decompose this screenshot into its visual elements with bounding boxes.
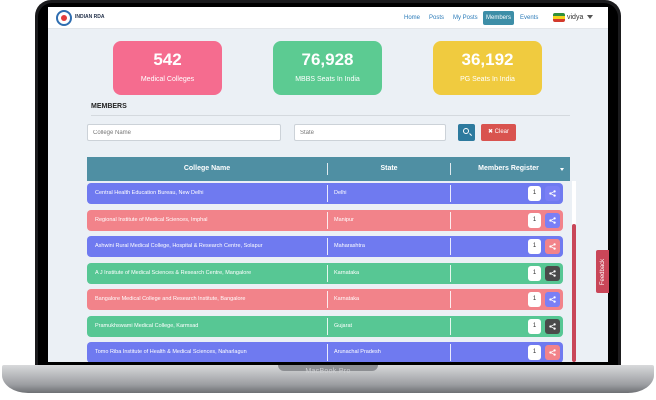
divider bbox=[91, 115, 570, 116]
header-state[interactable]: State bbox=[380, 165, 398, 172]
nav-members[interactable]: Members bbox=[483, 11, 515, 25]
member-count-badge[interactable]: 1 bbox=[528, 239, 541, 254]
table-row[interactable]: Ashwini Rural Medical College, Hospital … bbox=[87, 236, 563, 257]
device-label: MacBook Pro bbox=[305, 368, 351, 375]
header-divider bbox=[450, 163, 451, 175]
cell-divider bbox=[327, 238, 328, 255]
table-row[interactable]: Central Health Education Bureau, New Del… bbox=[87, 183, 563, 204]
stat-label: MBBS Seats In India bbox=[295, 76, 360, 83]
logo-icon[interactable] bbox=[56, 10, 72, 26]
college-name-cell: A J Institute of Medical Sciences & Rese… bbox=[95, 269, 252, 276]
cell-divider bbox=[327, 264, 328, 282]
chevron-down-icon[interactable] bbox=[587, 15, 593, 19]
cell-divider bbox=[327, 185, 328, 202]
share-button[interactable] bbox=[545, 265, 560, 281]
share-icon bbox=[549, 190, 556, 197]
share-button[interactable] bbox=[545, 345, 560, 360]
nav-posts[interactable]: Posts bbox=[429, 15, 445, 21]
logo-text[interactable]: INDIAN RDA bbox=[75, 14, 105, 20]
table-row[interactable]: Pramukhswami Medical College, Karmsad Guj… bbox=[87, 315, 563, 337]
header-divider bbox=[327, 163, 328, 175]
sort-caret-icon[interactable] bbox=[560, 168, 564, 171]
cell-divider bbox=[450, 291, 451, 308]
scrollbar-thumb[interactable] bbox=[572, 224, 576, 362]
share-icon bbox=[549, 243, 556, 250]
clear-button[interactable]: ✖ Clear bbox=[481, 124, 516, 141]
cell-divider bbox=[450, 238, 451, 255]
stat-label: PG Seats In India bbox=[460, 76, 515, 83]
state-input[interactable] bbox=[294, 124, 446, 141]
state-cell: Delhi bbox=[334, 190, 347, 196]
cell-divider bbox=[327, 211, 328, 229]
share-button[interactable] bbox=[545, 292, 560, 307]
college-name-cell: Central Health Education Bureau, New Del… bbox=[95, 190, 204, 196]
cell-divider bbox=[327, 344, 328, 361]
college-name-cell: Tomo Riba Institute of Health & Medical … bbox=[95, 349, 247, 355]
share-icon bbox=[549, 216, 556, 224]
college-name-cell: Ashwini Rural Medical College, Hospital … bbox=[95, 243, 263, 249]
college-name-cell: Regional Institute of Medical Sciences, … bbox=[95, 216, 208, 223]
close-icon: ✖ bbox=[487, 129, 493, 135]
stat-number: 76,928 bbox=[301, 50, 354, 69]
member-count-badge[interactable]: 1 bbox=[528, 186, 541, 201]
search-button[interactable] bbox=[458, 124, 475, 141]
share-icon bbox=[549, 269, 556, 277]
user-avatar[interactable] bbox=[553, 13, 565, 22]
member-count-badge[interactable]: 1 bbox=[528, 292, 541, 307]
share-icon bbox=[549, 322, 556, 330]
screen: INDIAN RDA Home Posts My Posts Members E… bbox=[48, 7, 608, 362]
college-name-cell: Pramukhswami Medical College, Karmsad bbox=[95, 322, 199, 329]
member-count-badge[interactable]: 1 bbox=[528, 318, 541, 334]
header-college-name[interactable]: College Name bbox=[183, 165, 231, 172]
table-header: College Name State Members Register bbox=[87, 157, 570, 181]
cell-divider bbox=[327, 291, 328, 308]
cell-divider bbox=[450, 317, 451, 335]
share-icon bbox=[549, 349, 556, 356]
share-icon bbox=[549, 296, 556, 303]
nav-my-posts[interactable]: My Posts bbox=[453, 15, 478, 21]
laptop-notch bbox=[278, 365, 378, 371]
cell-divider bbox=[450, 344, 451, 361]
nav-events[interactable]: Events bbox=[520, 15, 539, 21]
stat-card-colleges: 542 Medical Colleges bbox=[113, 41, 222, 95]
state-cell: Manipur bbox=[334, 216, 354, 223]
state-cell: Maharashtra bbox=[334, 243, 365, 249]
stat-card-pg: 36,192 PG Seats In India bbox=[433, 41, 542, 95]
cell-divider bbox=[450, 185, 451, 202]
share-button[interactable] bbox=[545, 318, 560, 334]
cell-divider bbox=[450, 264, 451, 282]
share-button[interactable] bbox=[545, 212, 560, 228]
feedback-tab[interactable]: Feedback bbox=[596, 250, 609, 293]
top-navbar: INDIAN RDA Home Posts My Posts Members E… bbox=[48, 7, 608, 29]
member-count-badge[interactable]: 1 bbox=[528, 265, 541, 281]
cell-divider bbox=[327, 317, 328, 335]
table-row[interactable]: Tomo Riba Institute of Health & Medical … bbox=[87, 342, 563, 362]
state-cell: Gujarat bbox=[334, 322, 353, 329]
nav-home[interactable]: Home bbox=[404, 15, 421, 21]
college-name-cell: Bangalore Medical College and Research I… bbox=[95, 296, 246, 302]
state-cell: Karnataka bbox=[334, 296, 360, 302]
cell-divider bbox=[450, 211, 451, 229]
state-cell: Karnataka bbox=[334, 269, 360, 276]
member-count-badge[interactable]: 1 bbox=[528, 345, 541, 360]
search-icon bbox=[463, 128, 469, 134]
share-button[interactable] bbox=[545, 239, 560, 254]
table-row[interactable]: Bangalore Medical College and Research I… bbox=[87, 289, 563, 310]
share-button[interactable] bbox=[545, 186, 560, 201]
member-count-badge[interactable]: 1 bbox=[528, 212, 541, 228]
table-row[interactable]: Regional Institute of Medical Sciences, … bbox=[87, 209, 563, 231]
stat-label: Medical Colleges bbox=[140, 76, 195, 83]
table-row[interactable]: A J Institute of Medical Sciences & Rese… bbox=[87, 262, 563, 284]
stat-number: 542 bbox=[153, 50, 182, 69]
stat-number: 36,192 bbox=[461, 50, 514, 69]
college-name-input[interactable] bbox=[87, 124, 281, 141]
feedback-label: Feedback bbox=[599, 258, 606, 285]
state-cell: Arunachal Pradesh bbox=[334, 349, 381, 355]
clear-label: Clear bbox=[494, 129, 510, 135]
header-members-register[interactable]: Members Register bbox=[478, 165, 539, 172]
section-title: MEMBERS bbox=[91, 103, 127, 110]
user-name[interactable]: vidya bbox=[567, 14, 584, 21]
stat-card-mbbs: 76,928 MBBS Seats In India bbox=[273, 41, 382, 95]
